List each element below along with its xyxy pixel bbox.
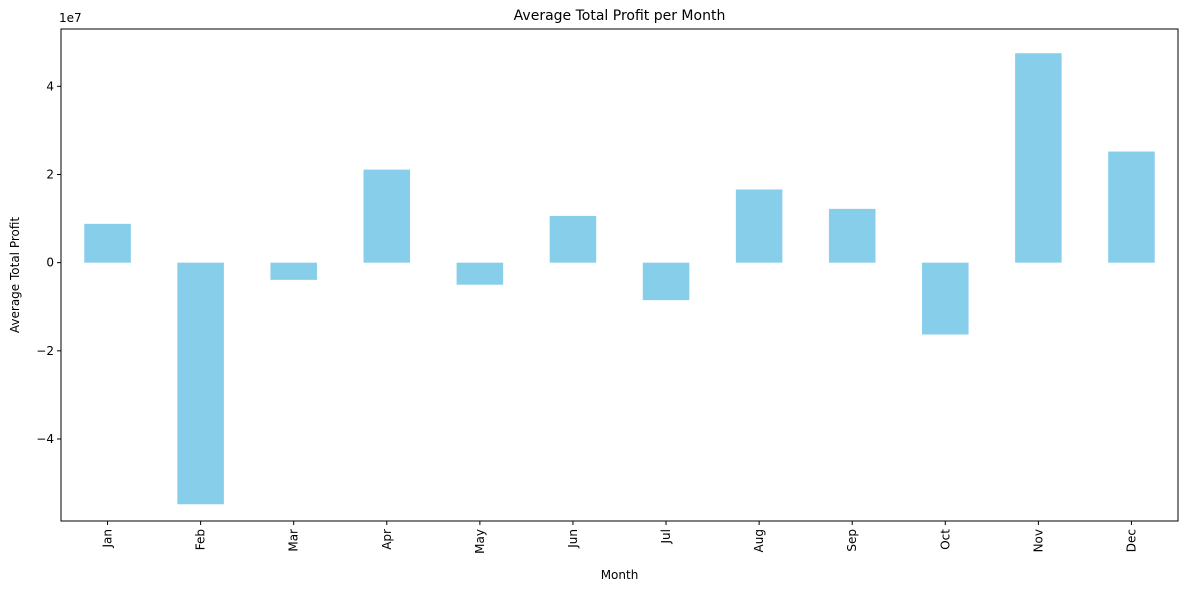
bar-jan (84, 223, 131, 263)
bar-oct (922, 262, 969, 335)
x-tick-label: Dec (1124, 529, 1138, 552)
y-tick-label: 4 (46, 79, 54, 93)
chart-title: Average Total Profit per Month (514, 8, 726, 24)
y-tick-label: 0 (46, 256, 54, 270)
x-axis-label: Month (601, 568, 639, 582)
x-tick-label: Jul (659, 529, 673, 544)
y-axis-ticks: −4 −2 0 2 4 (36, 79, 61, 446)
y-tick-label: 2 (46, 167, 54, 181)
y-tick-label: −4 (36, 432, 54, 446)
x-tick-label: Feb (194, 529, 208, 550)
x-tick-label: Jan (101, 529, 115, 549)
x-tick-label: Nov (1031, 529, 1045, 552)
x-tick-label: Mar (287, 529, 301, 552)
y-axis-offset-label: 1e7 (59, 11, 82, 25)
x-tick-label: Oct (938, 529, 952, 550)
y-tick-label: −2 (36, 344, 54, 358)
x-axis-ticks: Jan Feb Mar Apr May Jun Jul Aug Sep Oct Nov Dec (101, 521, 1138, 554)
x-tick-label: Sep (845, 529, 859, 552)
bar-apr (363, 169, 411, 263)
x-tick-label: Aug (752, 529, 766, 552)
bar-may (456, 262, 504, 285)
bar-dec (1108, 151, 1155, 263)
x-tick-label: May (473, 529, 487, 554)
y-axis-label: Average Total Profit (8, 217, 22, 334)
bar-jun (549, 215, 597, 263)
x-tick-label: Jun (566, 529, 580, 549)
bar-jul (642, 262, 690, 301)
bar-mar (270, 262, 317, 280)
plot-area-frame (60, 28, 1179, 522)
bar-aug (735, 189, 783, 263)
x-tick-label: Apr (380, 529, 394, 550)
bar-sep (828, 208, 876, 263)
bars-group (84, 53, 1155, 505)
bar-feb (177, 262, 224, 505)
bar-nov (1015, 53, 1062, 263)
